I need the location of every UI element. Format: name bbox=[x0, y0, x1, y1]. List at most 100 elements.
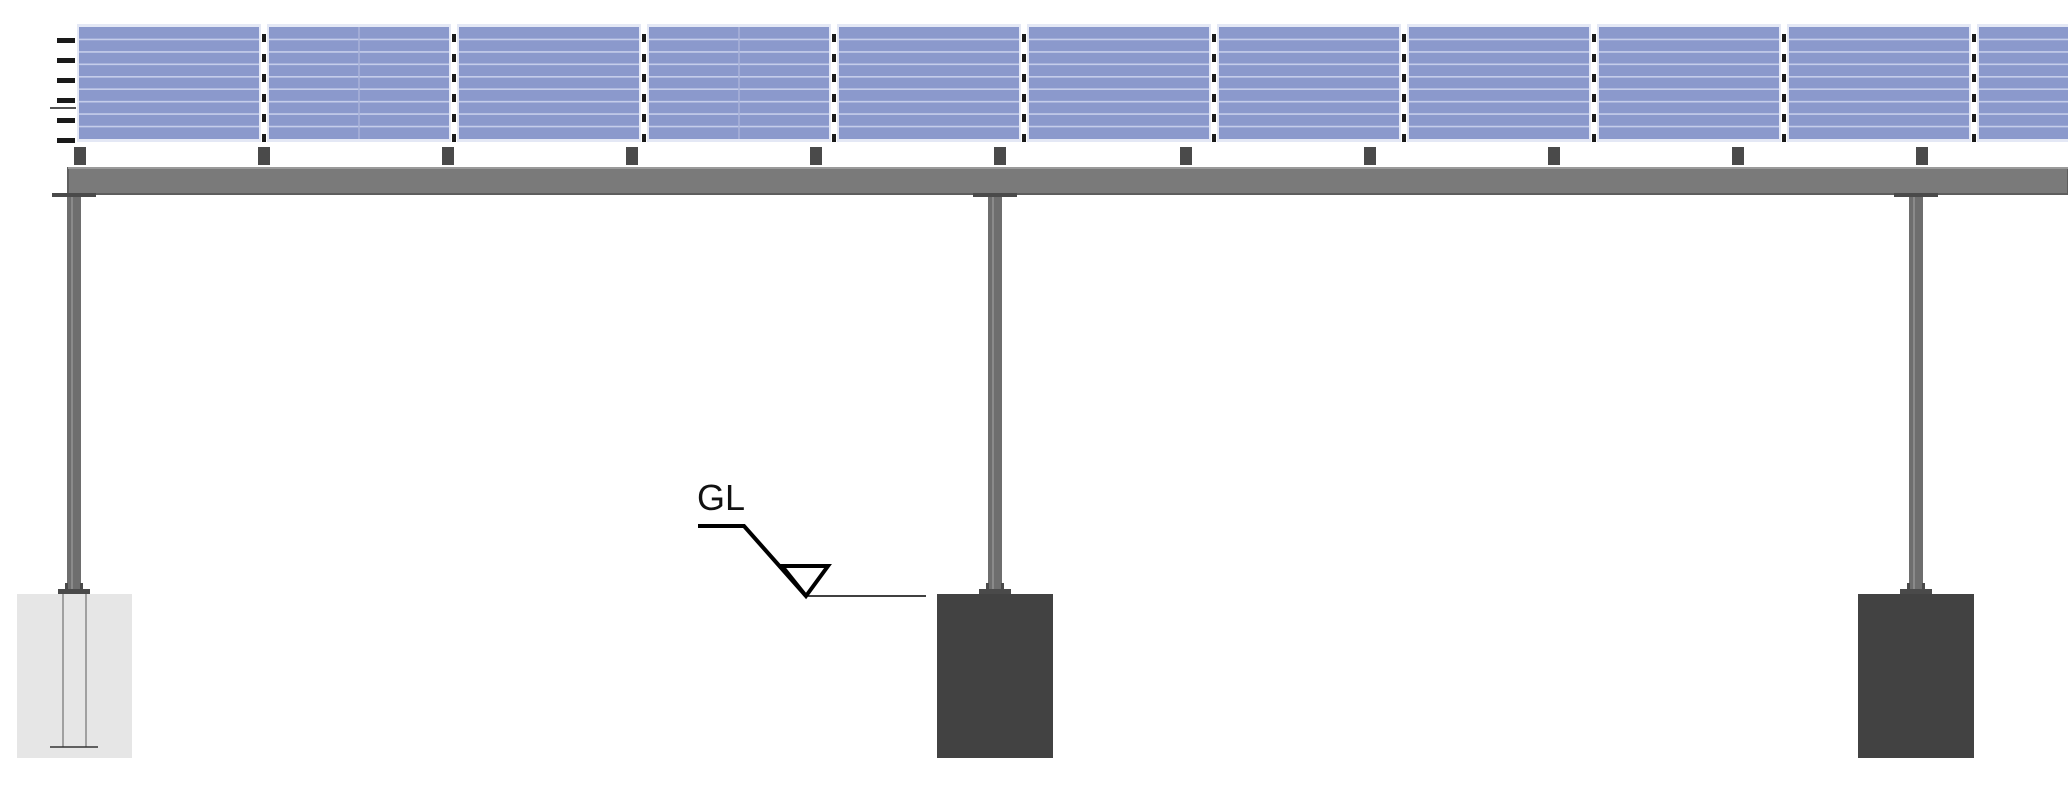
panel-cells bbox=[839, 27, 1019, 139]
panel-clamp bbox=[1782, 134, 1786, 142]
panel-clamp bbox=[1592, 54, 1596, 62]
panel-clamp bbox=[1402, 34, 1406, 42]
panel-clamp bbox=[832, 74, 836, 82]
panel-clamp bbox=[452, 134, 456, 142]
panel-cells bbox=[1789, 27, 1969, 139]
left-clamp-tick bbox=[57, 98, 75, 103]
panel-clamp bbox=[1972, 134, 1976, 142]
panel-cells bbox=[1219, 27, 1399, 139]
post-top-plate bbox=[973, 193, 1017, 197]
panel-clamp bbox=[1022, 114, 1026, 122]
support-posts bbox=[52, 193, 1938, 595]
ground-level-label: GL bbox=[697, 477, 745, 518]
panel-clamp bbox=[1022, 54, 1026, 62]
panel-clamp bbox=[262, 34, 266, 42]
panel-clamp bbox=[1212, 94, 1216, 102]
panel-clamp bbox=[1592, 114, 1596, 122]
mount-bracket bbox=[1916, 147, 1928, 165]
panel-clamp bbox=[452, 94, 456, 102]
solar-panel bbox=[452, 24, 641, 142]
left-clamp-tick bbox=[57, 38, 75, 43]
main-horizontal-beam bbox=[67, 167, 2068, 195]
post-base-plate bbox=[1900, 589, 1932, 595]
mount-bracket bbox=[74, 147, 86, 165]
post-base-bolt bbox=[1001, 583, 1004, 591]
panel-clamp bbox=[642, 34, 646, 42]
post-base-bolt bbox=[80, 583, 83, 591]
solar-panel-array bbox=[77, 24, 2068, 142]
panel-clamp bbox=[1212, 114, 1216, 122]
panel-clamp bbox=[1212, 134, 1216, 142]
mount-bracket bbox=[626, 147, 638, 165]
ground-level-triangle-icon bbox=[777, 564, 832, 600]
panel-clamp bbox=[1212, 54, 1216, 62]
panel-clamp bbox=[262, 114, 266, 122]
concrete-foundations bbox=[17, 594, 1974, 758]
panel-cells bbox=[1979, 27, 2068, 139]
panel-clamp bbox=[1782, 54, 1786, 62]
left-clamp-tick bbox=[57, 118, 75, 123]
solar-panel bbox=[1592, 24, 1781, 142]
mount-bracket bbox=[1732, 147, 1744, 165]
post-base-bolt bbox=[1922, 583, 1925, 591]
solar-panel bbox=[1782, 24, 1971, 142]
panel-clamp bbox=[1782, 74, 1786, 82]
panel-clamp bbox=[1402, 54, 1406, 62]
panel-clamp bbox=[642, 94, 646, 102]
support-post bbox=[52, 193, 96, 595]
left-edge-clamp-ticks bbox=[50, 38, 76, 143]
post-base-plate bbox=[979, 589, 1011, 595]
post-base-bolt bbox=[1907, 583, 1910, 591]
panel-clamp bbox=[1592, 94, 1596, 102]
mount-bracket bbox=[810, 147, 822, 165]
solar-panel bbox=[1212, 24, 1401, 142]
post-top-plate bbox=[1894, 193, 1938, 197]
panel-clamp bbox=[1972, 74, 1976, 82]
left-clamp-tick bbox=[57, 58, 75, 63]
panel-clamp bbox=[262, 54, 266, 62]
panel-clamp bbox=[262, 94, 266, 102]
panel-clamp bbox=[832, 94, 836, 102]
panel-clamp bbox=[262, 134, 266, 142]
panel-clamp bbox=[1972, 54, 1976, 62]
panel-clamp bbox=[1592, 34, 1596, 42]
left-clamp-tick bbox=[57, 138, 75, 143]
solar-panel bbox=[262, 24, 451, 142]
panel-clamp bbox=[1782, 94, 1786, 102]
post-shaft bbox=[988, 194, 1002, 592]
panel-clamp bbox=[1782, 114, 1786, 122]
panel-clamp bbox=[1402, 114, 1406, 122]
panel-clamp bbox=[642, 114, 646, 122]
ground-level-leader-line bbox=[698, 524, 808, 598]
panel-clamp bbox=[832, 134, 836, 142]
panel-clamp bbox=[452, 114, 456, 122]
panel-clamp bbox=[642, 134, 646, 142]
post-base-plate bbox=[58, 589, 90, 595]
panel-clamp bbox=[832, 54, 836, 62]
support-post bbox=[1894, 193, 1938, 595]
solar-panel bbox=[1972, 24, 2068, 142]
mount-bracket bbox=[1548, 147, 1560, 165]
foundation-light bbox=[17, 594, 132, 758]
panel-clamp bbox=[1212, 34, 1216, 42]
post-base-bolt bbox=[986, 583, 989, 591]
ground-level-symbol-icon: GL bbox=[697, 477, 926, 600]
panel-clamp bbox=[1782, 34, 1786, 42]
panel-cells bbox=[79, 27, 259, 139]
panel-clamp bbox=[832, 34, 836, 42]
panel-clamp bbox=[1022, 134, 1026, 142]
panel-clamp bbox=[452, 74, 456, 82]
panel-clamp bbox=[1592, 74, 1596, 82]
panel-clamp bbox=[1972, 94, 1976, 102]
panel-cells bbox=[1409, 27, 1589, 139]
solar-panel bbox=[1022, 24, 1211, 142]
panel-clamp bbox=[1972, 114, 1976, 122]
foundation-dark bbox=[1858, 594, 1974, 758]
foundation-dark bbox=[937, 594, 1053, 758]
panel-clamp bbox=[1022, 74, 1026, 82]
mount-bracket bbox=[1364, 147, 1376, 165]
panel-clamp bbox=[832, 114, 836, 122]
post-base-bolt bbox=[65, 583, 68, 591]
mount-bracket bbox=[994, 147, 1006, 165]
